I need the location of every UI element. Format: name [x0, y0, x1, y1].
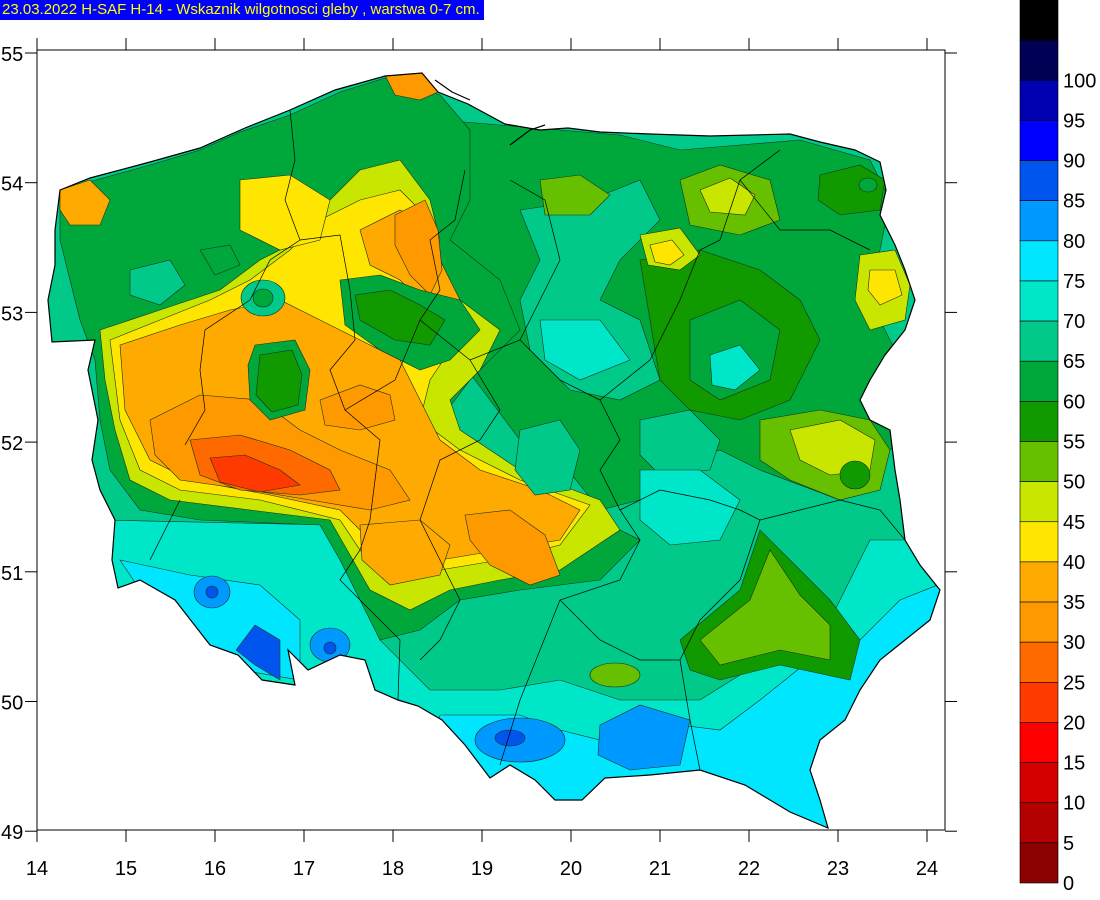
legend-label: 10 — [1063, 793, 1085, 815]
lat-tick-label: 54 — [1, 174, 23, 196]
legend-swatch — [1019, 240, 1059, 282]
legend-swatch — [1019, 0, 1059, 41]
lat-tick-label: 50 — [1, 693, 23, 715]
lon-tick-label: 17 — [293, 858, 315, 880]
legend-label: 0 — [1063, 873, 1074, 895]
legend-swatch — [1019, 842, 1059, 884]
legend-swatch — [1019, 641, 1059, 683]
lat-tick-label: 53 — [1, 303, 23, 325]
legend-swatch — [1019, 802, 1059, 844]
lat-tick-label: 55 — [1, 44, 23, 66]
legend-label: 60 — [1063, 391, 1085, 413]
legend-swatch — [1019, 200, 1059, 242]
legend-label: 75 — [1063, 271, 1085, 293]
legend-label: 85 — [1063, 191, 1085, 213]
legend-label: 40 — [1063, 552, 1085, 574]
legend-swatch — [1019, 120, 1059, 161]
lon-tick-label: 24 — [916, 858, 938, 880]
axis-ticks — [25, 38, 957, 842]
axis-labels: 14 15 16 17 18 19 20 21 22 23 24 55 54 53 52 51 50 49 — [1, 44, 938, 880]
legend-swatch — [1019, 722, 1059, 763]
lat-tick-label: 49 — [1, 822, 23, 844]
lon-tick-label: 15 — [115, 858, 137, 880]
lon-tick-label: 20 — [560, 858, 582, 880]
legend-label: 65 — [1063, 351, 1085, 373]
lon-tick-label: 23 — [827, 858, 849, 880]
lat-tick-label: 52 — [1, 433, 23, 455]
legend: 1009590858075706560555045403530252015105… — [1019, 0, 1096, 895]
lon-tick-label: 22 — [738, 858, 760, 880]
lon-tick-label: 14 — [26, 858, 48, 880]
map-title: 23.03.2022 H-SAF H-14 - Wskaznik wilgotn… — [0, 0, 484, 20]
legend-label: 5 — [1063, 833, 1074, 855]
legend-label: 30 — [1063, 632, 1085, 654]
legend-label: 20 — [1063, 712, 1085, 734]
legend-labels: 1009590858075706560555045403530252015105… — [1063, 70, 1096, 895]
lon-tick-label: 18 — [382, 858, 404, 880]
legend-swatch — [1019, 79, 1059, 121]
legend-swatch — [1019, 360, 1059, 402]
legend-swatch — [1019, 160, 1059, 201]
legend-swatch — [1019, 320, 1059, 362]
legend-swatch — [1019, 521, 1059, 563]
lon-tick-label: 19 — [471, 858, 493, 880]
legend-swatches — [1019, 0, 1059, 884]
legend-swatch — [1019, 561, 1059, 603]
lon-tick-label: 16 — [204, 858, 226, 880]
legend-label: 95 — [1063, 110, 1085, 132]
legend-label: 55 — [1063, 432, 1085, 454]
legend-label: 35 — [1063, 592, 1085, 614]
lon-tick-label: 21 — [649, 858, 671, 880]
poland-moisture-field — [48, 73, 940, 828]
legend-swatch — [1019, 401, 1059, 442]
legend-swatch — [1019, 762, 1059, 804]
legend-label: 50 — [1063, 472, 1085, 494]
voivodeship-borders — [149, 109, 906, 771]
legend-label: 25 — [1063, 672, 1085, 694]
legend-label: 100 — [1063, 70, 1096, 92]
legend-label: 80 — [1063, 231, 1085, 253]
legend-swatch — [1019, 481, 1059, 523]
legend-label: 90 — [1063, 151, 1085, 173]
legend-swatch — [1019, 601, 1059, 643]
legend-swatch — [1019, 682, 1059, 723]
map-frame — [36, 49, 946, 831]
legend-swatch — [1019, 441, 1059, 482]
lat-tick-label: 51 — [1, 563, 23, 585]
legend-label: 15 — [1063, 753, 1085, 775]
legend-swatch — [1019, 280, 1059, 322]
legend-swatch — [1019, 39, 1059, 81]
legend-label: 70 — [1063, 311, 1085, 333]
legend-label: 45 — [1063, 512, 1085, 534]
